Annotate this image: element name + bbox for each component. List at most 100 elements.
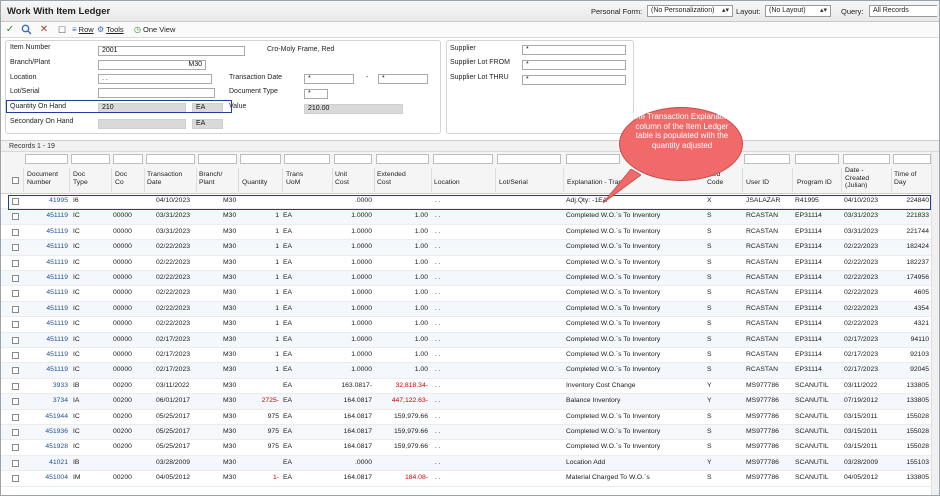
table-row[interactable]: 451119 IC 00000 02/22/2023 M30 1 EA 1.0000 1.00.… — [1, 271, 939, 287]
col-user-id[interactable]: User ID — [746, 179, 770, 186]
cell-doc-number[interactable]: 3734 — [52, 397, 68, 405]
table-row[interactable]: 451119 IC 00000 02/22/2023 M30 1 EA 1.0000 1.00.… — [1, 286, 939, 302]
row-checkbox[interactable] — [12, 352, 19, 359]
col-doc-number[interactable]: Document Number — [27, 171, 58, 186]
table-row[interactable]: 451928 IC 00200 05/25/2017 M30 975 EA 164.0817 1… — [1, 440, 939, 456]
table-row[interactable]: 451119 IC 00000 02/22/2023 M30 1 EA 1.0000 1.00.… — [1, 256, 939, 271]
branch-plant-field[interactable]: M30 — [98, 60, 206, 70]
supplier-field[interactable]: * — [522, 45, 626, 55]
row-checkbox[interactable] — [12, 198, 19, 205]
row-checkbox[interactable] — [12, 398, 19, 406]
table-row[interactable]: 451119 IC 00000 03/31/2023 M30 1 EA 1.0000 1.00.… — [1, 225, 939, 241]
row-button[interactable]: ≡ Row — [72, 25, 94, 34]
layout-select[interactable]: (No Layout) ▴▾ — [765, 5, 831, 17]
table-row[interactable]: 451119 IC 00000 02/17/2023 M30 1 EA 1.0000 1.00.… — [1, 363, 939, 379]
add-icon[interactable]: ☐ — [57, 25, 67, 35]
qbe-lot[interactable] — [497, 154, 561, 164]
row-checkbox[interactable] — [12, 475, 19, 483]
col-unit-cost[interactable]: Unit Cost — [335, 171, 349, 186]
cell-doc-number[interactable]: 451119 — [46, 320, 68, 328]
cell-doc-number[interactable]: 451119 — [46, 258, 68, 266]
select-all-checkbox[interactable] — [12, 177, 19, 184]
table-row[interactable]: 451119 IC 00000 02/22/2023 M30 1 EA 1.0000 1.00.… — [1, 240, 939, 256]
personal-form-select[interactable]: (No Personalization) ▴▾ — [647, 5, 733, 17]
table-row[interactable]: 451936 IC 00200 05/25/2017 M30 975 EA 164.0817 1… — [1, 425, 939, 441]
qbe-location[interactable] — [433, 154, 493, 164]
qbe-doc-co[interactable] — [113, 154, 143, 164]
cell-doc-number[interactable]: 41995 — [49, 197, 68, 204]
cell-doc-number[interactable]: 451119 — [46, 243, 68, 251]
vertical-scrollbar[interactable] — [931, 152, 939, 495]
oneview-button[interactable]: ◷ One View — [134, 25, 175, 34]
row-checkbox[interactable] — [12, 213, 19, 221]
qbe-date-created[interactable] — [843, 154, 890, 164]
cell-doc-number[interactable]: 41021 — [49, 458, 68, 466]
row-checkbox[interactable] — [12, 429, 19, 436]
col-doc-type[interactable]: Doc Type — [73, 171, 88, 186]
qbe-time[interactable] — [893, 154, 931, 164]
cell-doc-number[interactable]: 451928 — [45, 443, 68, 451]
cell-doc-number[interactable]: 451936 — [45, 428, 68, 435]
row-checkbox[interactable] — [12, 336, 19, 344]
col-date-created[interactable]: Date - Created (Julian) — [845, 167, 870, 190]
col-quantity[interactable]: Quantity — [242, 179, 268, 186]
col-trans-date[interactable]: Transaction Date — [147, 171, 183, 186]
row-checkbox[interactable] — [12, 275, 19, 282]
qbe-program-id[interactable] — [795, 154, 839, 164]
cell-doc-number[interactable]: 451119 — [46, 227, 68, 235]
qbe-doc-number[interactable] — [25, 154, 68, 164]
cell-doc-number[interactable]: 451944 — [45, 412, 68, 420]
qbe-doc-type[interactable] — [71, 154, 110, 164]
cell-doc-number[interactable]: 451119 — [46, 289, 68, 297]
col-lot-serial[interactable]: Lot/Serial — [499, 179, 528, 186]
table-row[interactable]: 3734 IA 00200 06/01/2017 M30 2725- EA 164.0817 4… — [1, 394, 939, 410]
transaction-date-to-field[interactable]: * — [378, 74, 428, 84]
cell-doc-number[interactable]: 451119 — [46, 212, 68, 220]
col-doc-co[interactable]: Doc Co — [115, 171, 128, 186]
close-icon[interactable]: ✕ — [39, 24, 49, 35]
supplier-lot-thru-field[interactable]: * — [522, 75, 626, 85]
cell-doc-number[interactable]: 451119 — [46, 304, 68, 312]
qbe-uom[interactable] — [284, 154, 330, 164]
row-checkbox[interactable] — [12, 259, 19, 267]
table-row[interactable]: 451004 IM 00200 04/05/2012 M30 1- EA 164.0817 18… — [1, 471, 939, 487]
row-checkbox[interactable] — [12, 367, 19, 375]
check-icon[interactable]: ✓ — [5, 24, 15, 35]
cell-doc-number[interactable]: 451119 — [46, 366, 68, 374]
supplier-lot-from-field[interactable]: * — [522, 60, 626, 70]
col-branch-plant[interactable]: Branch/ Plant — [199, 171, 223, 186]
col-trans-uom[interactable]: Trans UoM — [286, 171, 304, 186]
document-type-field[interactable]: * — [304, 89, 328, 99]
row-checkbox[interactable] — [12, 290, 19, 298]
table-row[interactable]: 41021 IB 03/28/2009 M30 EA .0000 . . Location A… — [1, 455, 939, 472]
cell-doc-number[interactable]: 451119 — [46, 335, 68, 343]
lot-serial-field[interactable] — [98, 88, 215, 98]
col-location[interactable]: Location — [434, 179, 460, 186]
table-row[interactable]: 451119 IC 00000 02/17/2023 M30 1 EA 1.0000 1.00.… — [1, 332, 939, 348]
query-select[interactable]: All Records — [869, 5, 937, 17]
qbe-explanation[interactable] — [566, 154, 620, 164]
table-row[interactable]: 41995 I6 04/10/2023 M30 .0000 . . Adj.Qty: -1E… — [1, 194, 939, 210]
table-row[interactable]: 451119 IC 00000 02/17/2023 M30 1 EA 1.0000 1.00.… — [1, 348, 939, 364]
row-checkbox[interactable] — [12, 413, 19, 421]
item-number-field[interactable]: 2001 — [98, 46, 245, 56]
qbe-unit-cost[interactable] — [334, 154, 372, 164]
col-extended-cost[interactable]: Extended Cost — [377, 171, 406, 186]
row-checkbox[interactable] — [12, 244, 19, 252]
cell-doc-number[interactable]: 451119 — [46, 351, 68, 358]
row-checkbox[interactable] — [12, 382, 19, 390]
row-checkbox[interactable] — [12, 228, 19, 236]
cell-doc-number[interactable]: 3933 — [52, 381, 68, 389]
row-checkbox[interactable] — [12, 444, 19, 452]
row-checkbox[interactable] — [12, 321, 19, 329]
qbe-user-id[interactable] — [744, 154, 790, 164]
col-time-of-day[interactable]: Time of Day — [894, 171, 917, 186]
row-checkbox[interactable] — [12, 305, 19, 313]
table-row[interactable]: 451119 IC 00000 03/31/2023 M30 1 EA 1.0000 1.00.… — [1, 209, 939, 225]
row-checkbox[interactable] — [12, 459, 19, 467]
col-explanation[interactable]: Explanation - Trans — [567, 179, 626, 186]
location-field[interactable]: . . — [98, 74, 212, 84]
qbe-ext-cost[interactable] — [376, 154, 429, 164]
table-row[interactable]: 3933 IB 00200 03/11/2022 M30 EA 163.0817- 32,81… — [1, 379, 939, 395]
table-row[interactable]: 451119 IC 00000 02/22/2023 M30 1 EA 1.0000 1.00.… — [1, 317, 939, 333]
